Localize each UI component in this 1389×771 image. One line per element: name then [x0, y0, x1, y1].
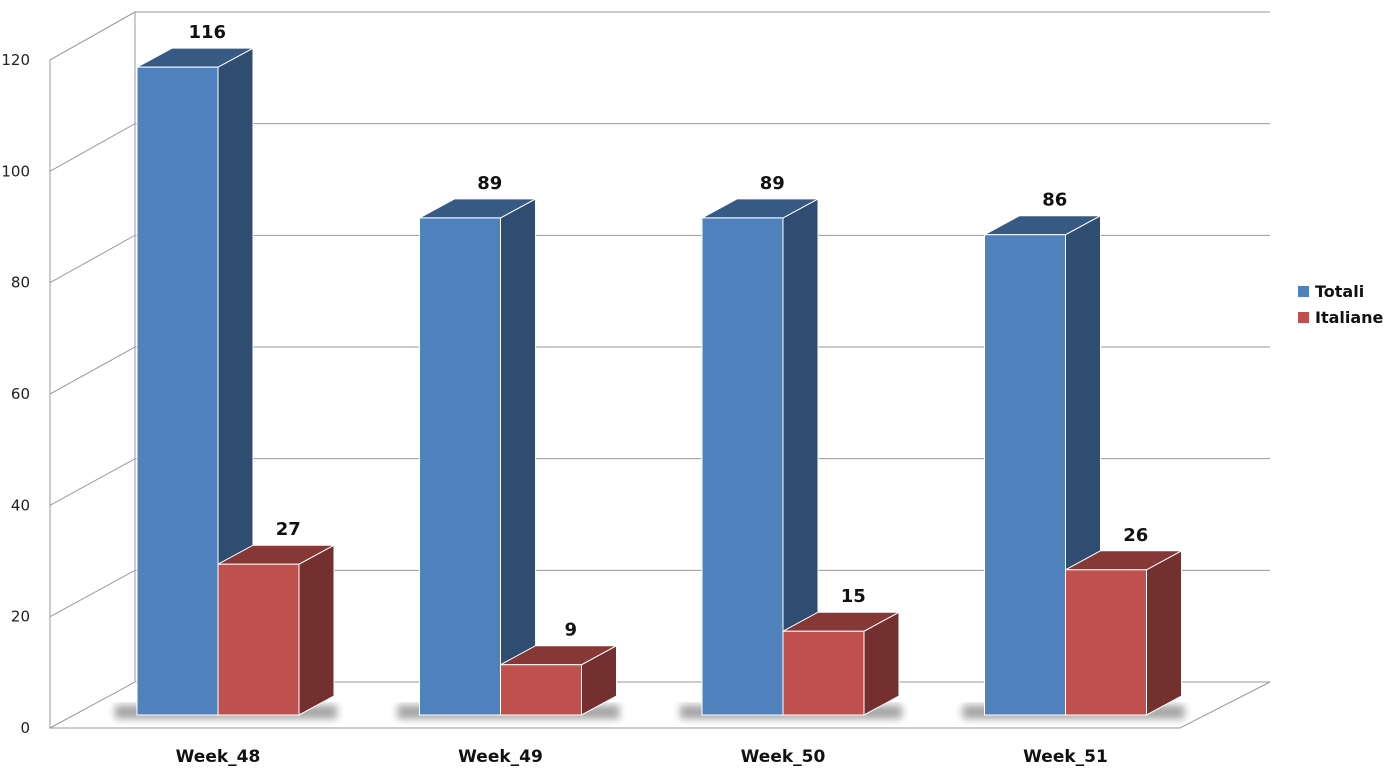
bar-front-Totali-Week_49	[419, 217, 501, 716]
bar-Italiane-Week_51	[1065, 549, 1182, 716]
bar-side-Totali-Week_49	[500, 198, 536, 716]
bar-front-Totali-Week_48	[136, 66, 219, 716]
data-label-Italiane-Week_50: 15	[841, 586, 866, 607]
y-tick-label-60: 60	[11, 385, 30, 403]
bar-front-Italiane-Week_49	[500, 664, 582, 716]
bar-Totali-Week_48	[136, 47, 254, 716]
data-label-Totali-Week_50: 89	[760, 173, 785, 194]
y-tick-label-100: 100	[1, 162, 30, 180]
gridline-side-40	[49, 458, 136, 506]
bar-Italiane-Week_48	[217, 544, 335, 716]
x-axis: Week_48 Week_49 Week_50 Week_51	[176, 747, 1108, 767]
data-label-Totali-Week_48: 116	[188, 22, 226, 43]
bar-Totali-Week_49	[419, 198, 536, 716]
x-tick-label-Week_50: Week_50	[741, 747, 826, 767]
legend: Totali Italiane	[1298, 282, 1384, 327]
data-label-Italiane-Week_48: 27	[276, 519, 301, 540]
y-tick-label-20: 20	[11, 608, 30, 626]
x-tick-label-Week_51: Week_51	[1023, 747, 1108, 767]
gridline-side-120	[49, 11, 136, 61]
x-tick-label-Week_48: Week_48	[176, 747, 261, 767]
y-tick-label-0: 0	[20, 719, 30, 737]
bar-Italiane-Week_49	[500, 644, 617, 716]
data-label-Italiane-Week_51: 26	[1123, 525, 1148, 546]
y-axis: 0 20 40 60 80 100 120	[1, 51, 30, 737]
bar-front-Italiane-Week_50	[782, 630, 865, 716]
bars	[136, 47, 1182, 716]
bar-front-Totali-Week_50	[701, 217, 784, 716]
legend-label-Italiane: Italiane	[1315, 308, 1384, 327]
data-labels: 116 27 89 9 89 15 86 26	[188, 22, 1148, 641]
bar-front-Totali-Week_51	[984, 234, 1066, 716]
data-label-Totali-Week_49: 89	[477, 173, 502, 194]
bar-side-Italiane-Week_51	[1146, 549, 1182, 716]
x-tick-label-Week_49: Week_49	[458, 747, 543, 767]
bar-Italiane-Week_50	[782, 611, 900, 716]
bar-front-Italiane-Week_48	[217, 563, 300, 716]
data-label-Italiane-Week_49: 9	[564, 620, 577, 641]
gridline-side-60	[49, 346, 136, 395]
y-tick-label-40: 40	[11, 496, 30, 514]
gridline-side-20	[49, 569, 136, 618]
y-tick-label-80: 80	[11, 274, 30, 292]
legend-swatch-Totali	[1298, 286, 1309, 297]
legend-label-Totali: Totali	[1315, 282, 1364, 301]
bar-side-Italiane-Week_48	[298, 544, 335, 716]
gridline-side-80	[49, 234, 136, 284]
bar-front-Italiane-Week_51	[1065, 569, 1147, 716]
legend-swatch-Italiane	[1298, 312, 1309, 323]
y-tick-label-120: 120	[1, 51, 30, 69]
gridline-side-100	[49, 123, 136, 172]
bar-Totali-Week_50	[701, 198, 819, 716]
data-label-Totali-Week_51: 86	[1042, 190, 1067, 211]
